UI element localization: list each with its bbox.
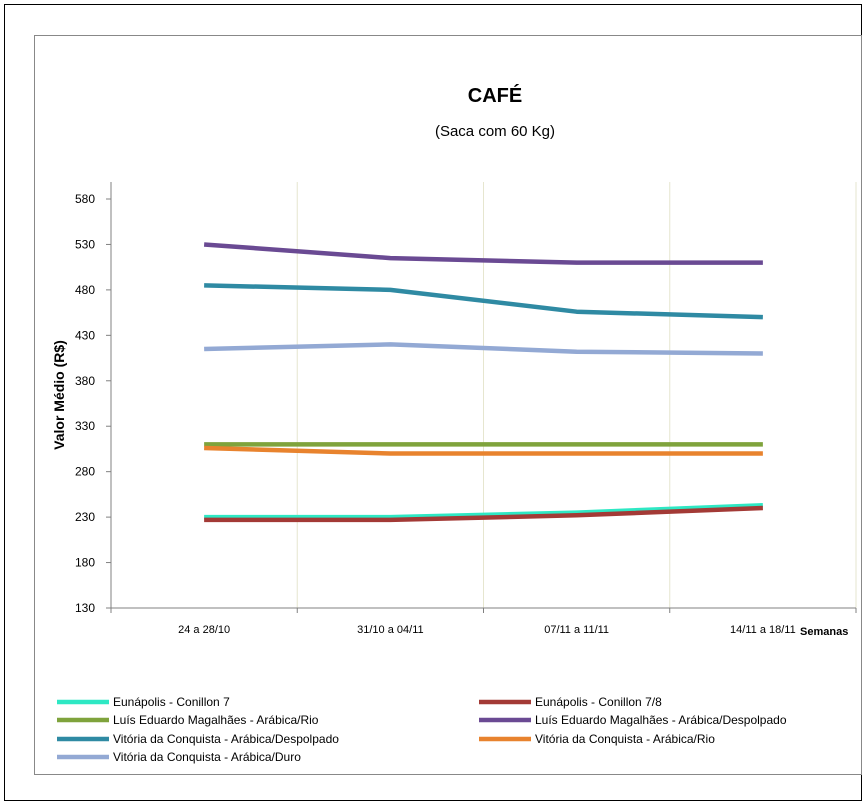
y-tick-label: 380 [75, 374, 95, 388]
legend-entry: Luís Eduardo Magalhães - Arábica/Rio [113, 713, 319, 727]
x-tick-labels: 24 a 28/10 31/10 a 04/11 07/11 a 11/11 14/1… [178, 624, 796, 636]
series-line [204, 445, 763, 456]
y-tick-label: 280 [75, 465, 95, 479]
legend: Eunápolis - Conillon 7 Eunápolis - Conill… [57, 695, 787, 764]
x-tick-label: 14/11 a 18/11 [730, 624, 796, 636]
y-tick-label: 480 [75, 283, 95, 297]
series-line [203, 242, 763, 265]
y-tick-labels: 130 180 230 280 330 380 430 480 530 580 [75, 192, 95, 615]
y-tick-label: 130 [75, 601, 95, 615]
chart-title: CAFÉ [468, 84, 522, 107]
series-line [204, 342, 763, 356]
y-tick-label: 230 [75, 510, 95, 524]
axes [106, 182, 857, 613]
y-tick-label: 580 [75, 192, 95, 206]
chart-area-frame [34, 35, 862, 775]
legend-entry: Vitória da Conquista - Arábica/Despolpad… [113, 732, 339, 746]
legend-entry: Vitória da Conquista - Arábica/Duro [113, 750, 301, 764]
legend-entry: Eunápolis - Conillon 7 [113, 695, 230, 709]
x-axis-label: Semanas [800, 626, 848, 638]
series-line [204, 283, 763, 320]
gridlines [296, 182, 857, 608]
y-tick-label: 180 [75, 556, 95, 570]
x-tick-label: 07/11 a 11/11 [544, 624, 609, 636]
y-tick-label: 430 [75, 328, 95, 342]
y-tick-label: 330 [75, 419, 95, 433]
x-tick-label: 24 a 28/10 [178, 624, 230, 636]
y-axis-label: Valor Médio (R$) [51, 340, 67, 450]
x-tick-label: 31/10 a 04/11 [357, 624, 423, 636]
chart-subtitle: (Saca com 60 Kg) [435, 123, 555, 140]
legend-entry: Vitória da Conquista - Arábica/Rio [535, 732, 715, 746]
series-line [204, 503, 763, 520]
series-line [204, 505, 763, 523]
series-lines [203, 242, 763, 523]
y-tick-label: 530 [75, 237, 95, 251]
legend-entry: Luís Eduardo Magalhães - Arábica/Despolp… [535, 713, 787, 727]
legend-entry: Eunápolis - Conillon 7/8 [535, 695, 662, 709]
